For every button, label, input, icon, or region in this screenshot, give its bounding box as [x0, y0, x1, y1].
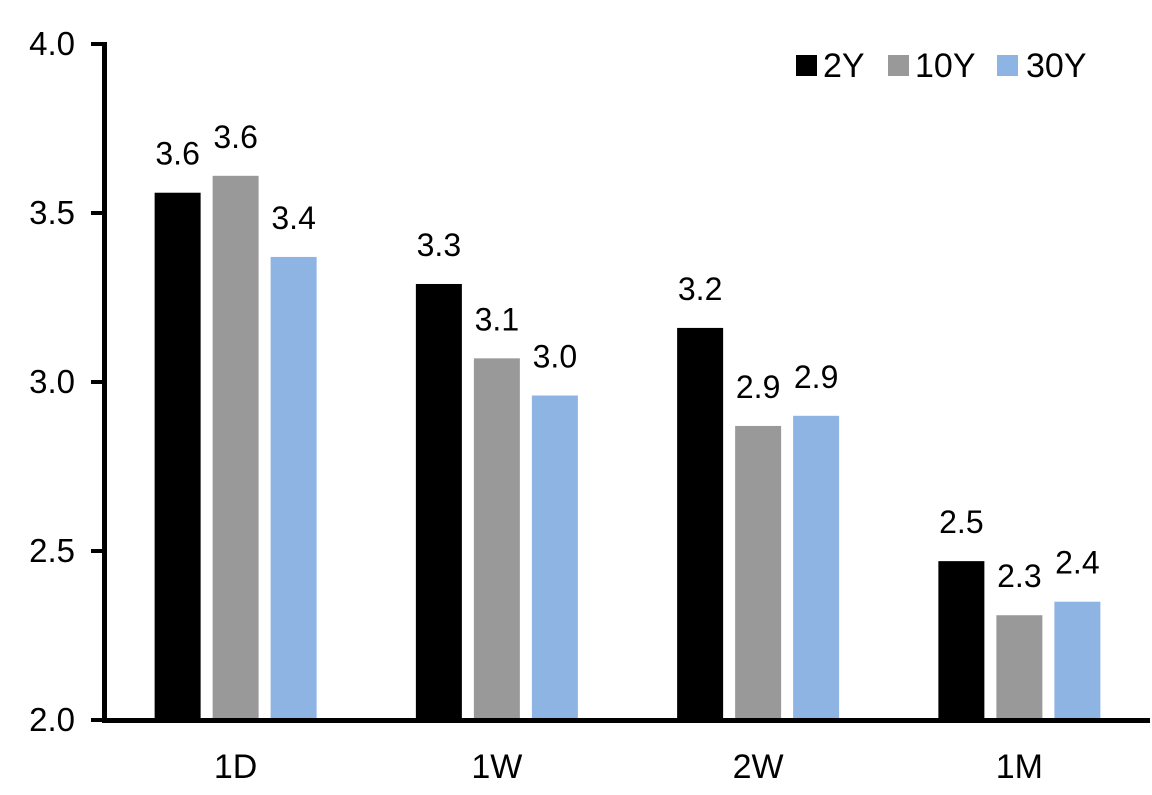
x-axis-line	[102, 718, 1150, 723]
bar-10y-2w	[735, 425, 782, 720]
bar-value-label-30y-1w: 3.0	[533, 339, 577, 375]
bar-value-label-10y-1w: 3.1	[475, 301, 519, 337]
axes-layer: 1D 1W 2W 1M 2.0 2.5 3.0 3.5 4.0	[29, 25, 1150, 786]
bar-30y-1d	[270, 256, 317, 720]
bar-2y-2w	[677, 327, 724, 720]
bar-2y-1m	[938, 561, 985, 720]
bar-30y-2w	[793, 415, 840, 720]
bar-value-label-2y-1d: 3.6	[155, 136, 199, 172]
bar-10y-1w	[473, 358, 520, 720]
bar-30y-1w	[531, 395, 578, 720]
legend-label-30y: 30Y	[1026, 47, 1087, 85]
y-axis-tick	[91, 718, 105, 722]
bar-value-label-30y-1d: 3.4	[271, 200, 315, 236]
bar-10y-1d	[212, 175, 259, 720]
y-axis-tick-label: 2.5	[29, 532, 75, 569]
x-axis-category-label-1w: 1W	[471, 748, 522, 786]
y-axis-tick	[91, 211, 105, 215]
x-axis-category-label-1m: 1M	[996, 748, 1043, 786]
bar-labels-layer: 3.6 3.6 3.4 3.3 3.1 3.0 3.2 2.9 2.9 2.5 2.3 2.4	[155, 119, 1099, 594]
x-axis-category-label-1d: 1D	[214, 748, 257, 786]
legend: 2Y 10Y 30Y	[796, 47, 1087, 85]
legend-item-30y: 30Y	[997, 47, 1087, 85]
bar-value-label-30y-1m: 2.4	[1055, 545, 1099, 581]
legend-swatch-2y-icon	[796, 55, 817, 76]
bar-2y-1w	[415, 283, 462, 720]
legend-swatch-30y-icon	[997, 55, 1018, 76]
bar-30y-1m	[1054, 601, 1101, 720]
bar-value-label-2y-2w: 3.2	[678, 271, 722, 307]
y-axis-tick-label: 4.0	[29, 25, 75, 62]
y-axis-tick-label: 2.0	[29, 701, 75, 738]
bar-value-label-10y-1d: 3.6	[213, 119, 257, 155]
bar-value-label-10y-1m: 2.3	[997, 558, 1041, 594]
y-axis-tick-label: 3.0	[29, 363, 75, 400]
legend-label-2y: 2Y	[823, 47, 865, 85]
legend-item-2y: 2Y	[796, 47, 865, 85]
legend-label-10y: 10Y	[915, 47, 976, 85]
bar-value-label-10y-2w: 2.9	[736, 369, 780, 405]
bar-value-label-30y-2w: 2.9	[794, 359, 838, 395]
y-axis-tick	[91, 42, 105, 46]
legend-swatch-10y-icon	[888, 55, 909, 76]
y-axis-tick	[91, 380, 105, 384]
x-axis-category-label-2w: 2W	[733, 748, 784, 786]
bar-value-label-2y-1m: 2.5	[939, 504, 983, 540]
bars-layer	[154, 175, 1101, 721]
bar-value-label-2y-1w: 3.3	[417, 227, 461, 263]
bar-2y-1d	[154, 192, 201, 721]
legend-item-10y: 10Y	[888, 47, 976, 85]
bar-10y-1m	[996, 615, 1043, 720]
y-axis-tick-label: 3.5	[29, 194, 75, 231]
y-axis-tick	[91, 549, 105, 553]
